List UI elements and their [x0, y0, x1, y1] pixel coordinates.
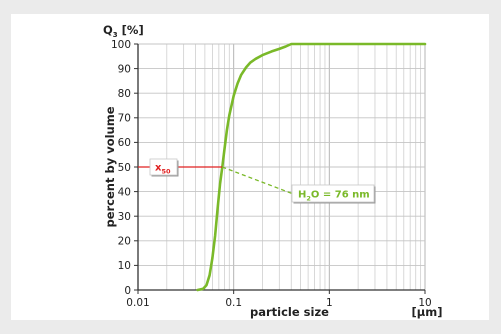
chart-series — [196, 42, 427, 292]
y-tick-label: 40 — [118, 186, 131, 198]
y-axis-name: Q3 [%] — [103, 23, 144, 39]
psd-curve-line — [196, 42, 427, 292]
median-label: H2O = 76 nm — [298, 190, 370, 203]
y-tick-label: 10 — [118, 260, 131, 272]
chart-canvas: 0 10 20 30 40 50 60 70 80 90 100 0.01 0.1 1 10 x50 H2O … — [11, 14, 489, 320]
chart-titles: Q3 [%] percent by volume particle size [µm] — [103, 23, 442, 319]
median-label-box — [291, 184, 375, 203]
y-tick-label: 20 — [118, 236, 131, 248]
chart-annotations: x50 H2O = 76 nm — [138, 158, 376, 204]
median-leader-line — [222, 166, 293, 195]
x-tick-label: 0.01 — [126, 297, 149, 309]
y-tick-label: 0 — [124, 285, 131, 297]
y-tick-label: 100 — [111, 39, 131, 51]
x-axis-label: particle size — [250, 305, 329, 319]
y-tick-label: 30 — [118, 211, 131, 223]
y-tick-label: 80 — [118, 88, 131, 100]
y-axis-label: percent by volume — [103, 106, 117, 227]
y-tick-label: 70 — [118, 113, 131, 125]
y-tick-label: 60 — [118, 137, 131, 149]
y-tick-label: 50 — [118, 162, 131, 174]
psd-chart: 0 10 20 30 40 50 60 70 80 90 100 0.01 0.1 1 10 x50 H2O … — [103, 23, 442, 319]
x50-label: x50 — [155, 163, 171, 176]
x-tick-label: 0.1 — [225, 297, 242, 309]
x-tick-label: 10 — [418, 297, 431, 309]
x50-label-box — [149, 158, 178, 176]
y-tick-label: 90 — [118, 63, 131, 75]
x-axis-unit: [µm] — [412, 305, 443, 319]
chart-ticks: 0 10 20 30 40 50 60 70 80 90 100 0.01 0.1 1 10 — [111, 39, 432, 309]
x-tick-label: 1 — [326, 297, 333, 309]
